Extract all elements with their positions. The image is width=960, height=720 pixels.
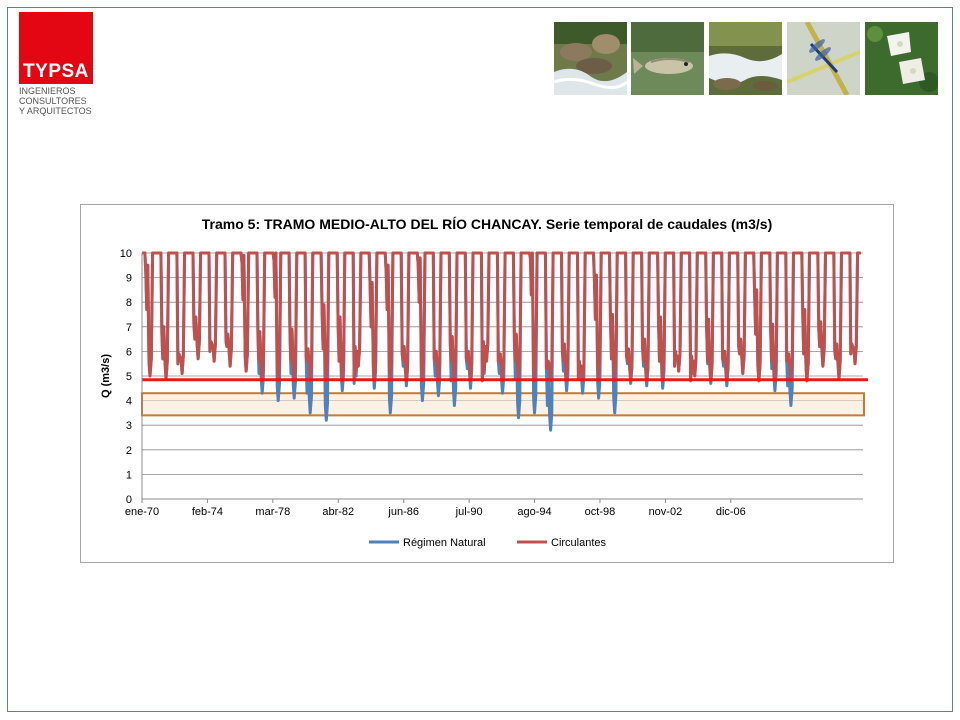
minimum-flow-band (141, 392, 865, 417)
chart-container: Tramo 5: TRAMO MEDIO-ALTO DEL RÍO CHANCA… (80, 204, 894, 563)
y-tick-label: 10 (120, 248, 132, 260)
x-tick-label: jul-90 (455, 506, 483, 518)
river-rocks-photo (554, 22, 627, 95)
dragonfly-photo (787, 22, 860, 95)
chart-title: Tramo 5: TRAMO MEDIO-ALTO DEL RÍO CHANCA… (201, 216, 773, 232)
legend: Régimen Natural Circulantes (369, 537, 607, 549)
slide-frame (7, 7, 953, 712)
y-tick-label: 9 (126, 273, 132, 285)
y-tick-label: 0 (126, 494, 132, 506)
legend-label-circulantes: Circulantes (551, 537, 607, 549)
series-line-circulantes (142, 251, 861, 383)
legend-label-regimen-natural: Régimen Natural (403, 537, 486, 549)
logo-sub-line: INGENIEROS (19, 86, 76, 96)
white-flowers-photo (865, 22, 938, 95)
y-tick-label: 7 (126, 322, 132, 334)
y-tick-label: 4 (126, 396, 132, 408)
y-axis-label: Q (m3/s) (100, 354, 112, 398)
logo-subtitle: INGENIEROS CONSULTORES Y ARQUITECTOS (19, 86, 109, 116)
x-tick-label: oct-98 (585, 506, 616, 518)
logo-sub-line: CONSULTORES (19, 96, 87, 106)
x-tick-label: dic-06 (716, 506, 746, 518)
fish-photo (631, 22, 704, 95)
x-tick-label: mar-78 (255, 506, 290, 518)
axes: 0 1 2 3 4 5 6 7 8 9 10 Q (m3/s) ene-70 feb-74 mar-78 ab… (100, 248, 863, 518)
y-tick-label: 6 (126, 346, 132, 358)
stream-rapids-photo (709, 22, 782, 95)
y-tick-label: 1 (126, 469, 132, 481)
y-tick-label: 8 (126, 297, 132, 309)
x-tick-label: ene-70 (125, 506, 159, 518)
typsa-logo: TYPSA (19, 12, 93, 84)
y-tick-label: 5 (126, 371, 132, 383)
y-tick-label: 2 (126, 445, 132, 457)
x-tick-label: feb-74 (192, 506, 223, 518)
band-layer (141, 392, 865, 417)
x-tick-label: jun-86 (387, 506, 419, 518)
x-tick-label: abr-82 (322, 506, 354, 518)
logo-sub-line: Y ARQUITECTOS (19, 106, 92, 116)
series-layer (142, 251, 861, 432)
flow-chart: 0 1 2 3 4 5 6 7 8 9 10 Q (m3/s) ene-70 feb-74 mar-78 ab… (100, 248, 868, 549)
logo-word: TYPSA (23, 61, 89, 82)
y-tick-label: 3 (126, 420, 132, 432)
x-tick-label: ago-94 (517, 506, 551, 518)
x-tick-label: nov-02 (649, 506, 683, 518)
